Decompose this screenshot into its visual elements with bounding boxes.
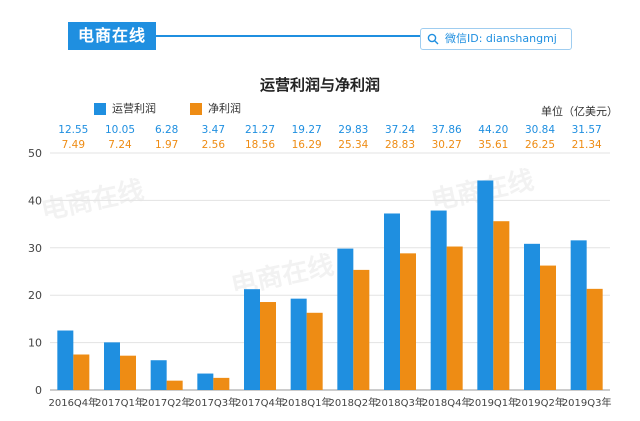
data-label-operating: 6.28 [155,124,178,136]
bar-net [353,269,370,390]
data-label-net: 7.24 [108,139,132,151]
data-label-net: 7.49 [62,139,85,151]
bar-net [446,246,463,390]
bar-net [540,265,556,390]
bar-net [306,312,323,390]
bar-operating [337,248,354,390]
unit-label: 单位（亿美元） [541,105,618,118]
data-label-net: 35.61 [478,139,508,151]
data-label-net: 26.25 [525,139,555,151]
data-label-operating: 19.27 [292,124,322,136]
bar-operating [244,289,260,390]
header-divider [150,35,420,37]
legend-label-net: 净利润 [208,102,241,115]
x-tick-label: 2019Q3年 [562,396,612,409]
data-label-operating: 31.57 [572,124,602,136]
x-tick-label: 2017Q3年 [188,396,238,409]
y-tick-label: 10 [28,337,42,350]
data-label-net: 1.97 [155,139,178,151]
data-label-operating: 10.05 [105,124,135,136]
data-label-operating: 37.24 [385,124,415,136]
y-tick-label: 40 [28,194,42,207]
x-tick-label: 2017Q4年 [235,396,285,409]
data-label-net: 30.27 [432,139,462,151]
chart-title: 运营利润与净利润 [259,76,380,94]
x-tick-label: 2019Q2年 [515,396,565,409]
search-icon [427,33,439,45]
data-label-operating: 37.86 [432,124,462,136]
x-tick-label: 2019Q1年 [468,396,518,409]
bar-operating [570,240,587,390]
bar-operating [384,213,400,390]
bar-net [166,380,183,390]
y-tick-label: 0 [35,384,42,397]
y-tick-label: 20 [28,289,42,302]
bar-operating [430,210,447,390]
data-label-net: 16.29 [292,139,322,151]
x-tick-label: 2018Q4年 [422,396,472,409]
x-tick-label: 2018Q2年 [328,396,378,409]
data-label-operating: 12.55 [58,124,88,136]
header: 电商在线 微信ID: dianshangmj [0,0,640,62]
bar-net [120,355,136,390]
bar-net [493,221,510,390]
x-tick-label: 2017Q1年 [95,396,145,409]
bar-net [73,354,90,390]
bar-operating [57,330,74,390]
bar-operating [197,373,214,390]
data-label-operating: 29.83 [338,124,368,136]
bar-net [400,253,416,390]
x-tick-label: 2017Q2年 [142,396,192,409]
bar-net [586,288,603,390]
data-label-net: 2.56 [202,139,226,151]
data-label-net: 21.34 [572,139,602,151]
data-label-operating: 3.47 [202,124,225,136]
bar-operating [150,360,167,390]
data-label-operating: 44.20 [478,124,508,136]
y-tick-label: 30 [28,242,42,255]
bar-net [213,377,230,390]
legend-swatch-operating [94,103,106,115]
bar-operating [524,243,540,390]
wechat-id-label: 微信ID: dianshangmj [445,32,557,45]
bar-operating [290,298,307,390]
x-tick-label: 2016Q4年 [48,396,98,409]
legend-label-operating: 运营利润 [112,102,156,115]
x-tick-label: 2018Q3年 [375,396,425,409]
bar-operating [477,180,494,390]
data-label-net: 25.34 [338,139,368,151]
legend-swatch-net [190,103,202,115]
data-label-net: 28.83 [385,139,415,151]
y-tick-label: 50 [28,147,42,160]
x-tick-label: 2018Q1年 [282,396,332,409]
bar-operating [104,342,120,390]
data-label-net: 18.56 [245,139,275,151]
data-label-operating: 30.84 [525,124,555,136]
wechat-id-box: 微信ID: dianshangmj [420,28,572,50]
brand-logo: 电商在线 [68,22,157,50]
data-label-operating: 21.27 [245,124,275,136]
bar-net [260,302,276,390]
